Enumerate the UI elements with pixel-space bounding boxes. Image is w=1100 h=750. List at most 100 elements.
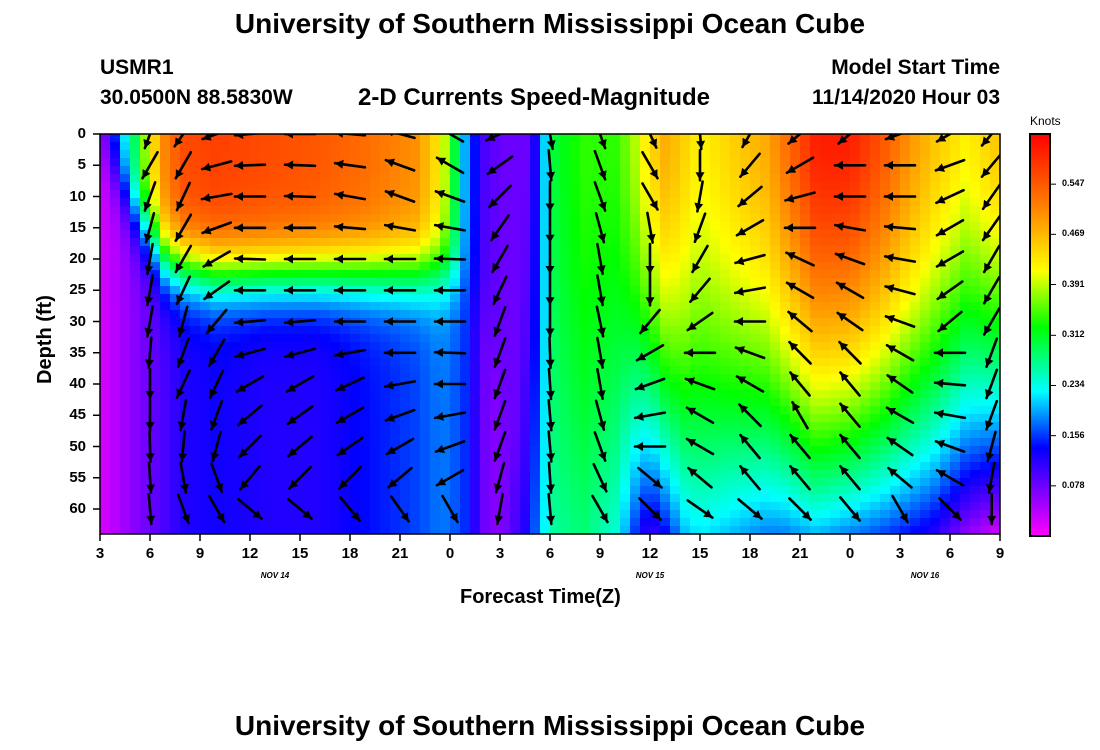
heatmap-cell xyxy=(720,254,731,263)
heatmap-cell xyxy=(470,374,481,383)
heatmap-cell xyxy=(310,150,321,159)
heatmap-cell xyxy=(780,278,791,287)
heatmap-cell xyxy=(670,270,681,279)
heatmap-cell xyxy=(510,174,521,183)
heatmap-cell xyxy=(410,182,421,191)
heatmap-cell xyxy=(740,270,751,279)
heatmap-cell xyxy=(630,150,641,159)
heatmap-cell xyxy=(560,318,571,327)
heatmap-cell xyxy=(170,206,181,215)
heatmap-cell xyxy=(510,302,521,311)
heatmap-cell xyxy=(120,238,131,247)
heatmap-cell xyxy=(390,198,401,207)
heatmap-cell xyxy=(490,342,501,351)
heatmap-cell xyxy=(820,342,831,351)
heatmap-cell xyxy=(910,406,921,415)
heatmap-cell xyxy=(440,270,451,279)
heatmap-cell xyxy=(980,286,991,295)
heatmap-cell xyxy=(730,390,741,399)
heatmap-cell xyxy=(470,326,481,335)
heatmap-cell xyxy=(150,390,161,399)
heatmap-cell xyxy=(570,134,581,143)
current-vector-arrow xyxy=(734,253,766,266)
heatmap-cell xyxy=(770,526,781,534)
heatmap-cell xyxy=(650,222,661,231)
heatmap-cell xyxy=(190,326,201,335)
heatmap-cell xyxy=(710,422,721,431)
heatmap-cell xyxy=(260,174,271,183)
x-tick-label: 9 xyxy=(595,545,605,562)
heatmap-cell xyxy=(550,350,561,359)
heatmap-cell xyxy=(450,142,461,151)
heatmap-cell xyxy=(680,230,691,239)
heatmap-cell xyxy=(790,358,801,367)
heatmap-cell xyxy=(640,422,651,431)
heatmap-cell xyxy=(390,342,401,351)
heatmap-cell xyxy=(290,486,301,495)
heatmap-cell xyxy=(520,374,531,383)
heatmap-cell xyxy=(900,238,911,247)
heatmap-cell xyxy=(860,470,871,479)
heatmap-cell xyxy=(680,134,691,143)
heatmap-cell xyxy=(200,358,211,367)
y-tick-label: 25 xyxy=(69,281,86,299)
heatmap-cell xyxy=(630,158,641,167)
heatmap-cell xyxy=(280,142,291,151)
heatmap-cell xyxy=(820,230,831,239)
heatmap-cell xyxy=(890,278,901,287)
heatmap-cell xyxy=(100,470,111,479)
heatmap-cell xyxy=(240,510,251,519)
heatmap-cell xyxy=(940,294,951,303)
heatmap-cell xyxy=(260,446,271,455)
heatmap-cell xyxy=(170,518,181,527)
heatmap-cell xyxy=(620,142,631,151)
heatmap-cell xyxy=(810,318,821,327)
heatmap-cell xyxy=(700,198,711,207)
heatmap-cell xyxy=(520,398,531,407)
heatmap-cell xyxy=(730,142,741,151)
heatmap-cell xyxy=(340,374,351,383)
heatmap-cell xyxy=(210,190,221,199)
heatmap-cell xyxy=(930,446,941,455)
heatmap-cell xyxy=(890,238,901,247)
current-vector-arrow xyxy=(593,431,607,462)
heatmap-cell xyxy=(170,398,181,407)
heatmap-cell xyxy=(340,398,351,407)
heatmap-cell xyxy=(770,278,781,287)
heatmap-cell xyxy=(260,214,271,223)
heatmap-cell xyxy=(270,262,281,271)
heatmap-cell xyxy=(670,382,681,391)
heatmap-cell xyxy=(110,326,121,335)
heatmap-cell xyxy=(730,230,741,239)
heatmap-cell xyxy=(150,414,161,423)
current-vector-arrow xyxy=(734,346,766,360)
current-vector-arrow xyxy=(739,152,761,178)
heatmap-cell xyxy=(120,454,131,463)
heatmap-cell xyxy=(880,486,891,495)
heatmap-cell xyxy=(400,334,411,343)
heatmap-cell xyxy=(660,366,671,375)
heatmap-cell xyxy=(120,286,131,295)
heatmap-cell xyxy=(850,358,861,367)
heatmap-cell xyxy=(940,398,951,407)
heatmap-cell xyxy=(800,470,811,479)
heatmap-cell xyxy=(460,182,471,191)
heatmap-cell xyxy=(530,166,541,175)
heatmap-cell xyxy=(560,422,571,431)
heatmap-cell xyxy=(110,358,121,367)
heatmap-cell xyxy=(690,406,701,415)
heatmap-cell xyxy=(960,222,971,231)
heatmap-cell xyxy=(360,190,371,199)
heatmap-cell xyxy=(560,486,571,495)
heatmap-cell xyxy=(280,150,291,159)
heatmap-cell xyxy=(190,262,201,271)
heatmap-cell xyxy=(120,342,131,351)
heatmap-cell xyxy=(780,134,791,143)
heatmap-cell xyxy=(150,166,161,175)
heatmap-cell xyxy=(730,326,741,335)
heatmap-cell xyxy=(130,198,141,207)
heatmap-cell xyxy=(620,438,631,447)
heatmap-cell xyxy=(340,462,351,471)
heatmap-cell xyxy=(630,366,641,375)
heatmap-cell xyxy=(490,310,501,319)
